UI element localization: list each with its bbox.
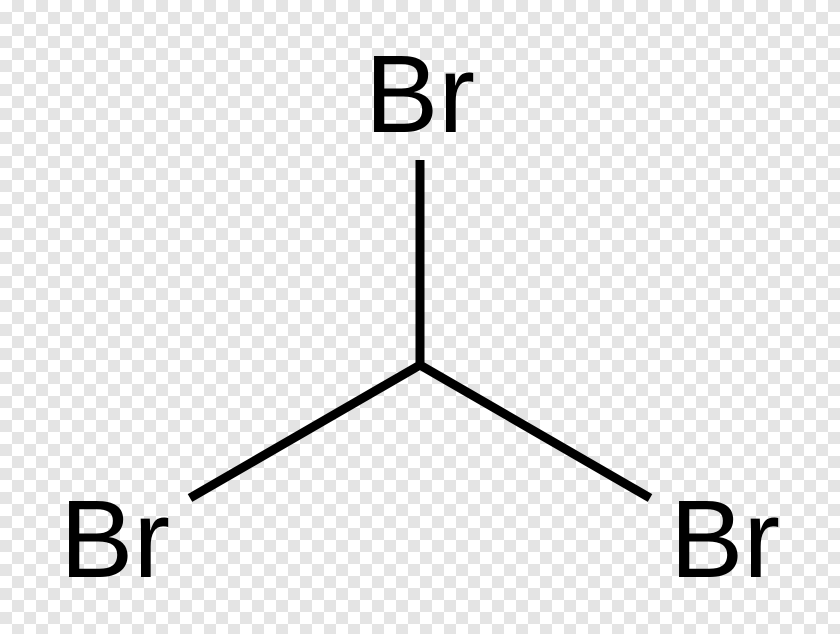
atom-br-top: Br (365, 40, 475, 150)
bond-right (420, 365, 650, 498)
atom-br-left: Br (60, 485, 170, 595)
bond-left (190, 365, 420, 498)
atom-br-right: Br (670, 485, 780, 595)
molecule-diagram: Br Br Br (0, 0, 840, 634)
